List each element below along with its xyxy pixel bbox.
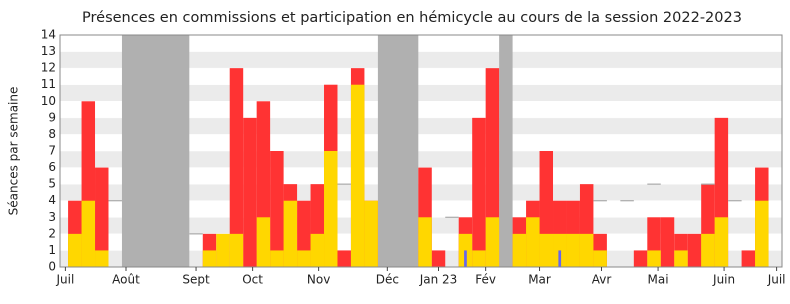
bar [566, 233, 580, 267]
x-tick-label: Jan 23 [419, 273, 458, 287]
y-tick-label: 13 [41, 44, 56, 58]
bar [418, 217, 432, 267]
bar [283, 200, 298, 267]
bar [647, 250, 661, 267]
x-tick-label: Août [112, 273, 140, 287]
bar [297, 250, 311, 267]
recess-period [121, 35, 190, 267]
plot-frame [59, 34, 783, 268]
bar [539, 233, 554, 267]
x-tick-label: Fév [475, 273, 496, 287]
bar [350, 84, 365, 267]
x-tick-label: Mar [528, 273, 551, 287]
bar [674, 250, 688, 267]
y-tick-label: 6 [48, 160, 56, 174]
y-tick-label: 4 [48, 193, 56, 207]
bar [633, 250, 648, 267]
x-tick-label: Mai [648, 273, 669, 287]
x-tick-label: Avr [592, 273, 612, 287]
bar [216, 233, 230, 267]
bar [229, 233, 244, 267]
y-axis-label: Séances par semaine [7, 87, 21, 216]
bar [243, 117, 257, 267]
recess-period [377, 35, 419, 267]
bar [68, 233, 82, 267]
bar [485, 217, 500, 267]
bar [364, 200, 378, 267]
bar [324, 151, 338, 267]
y-tick-label: 3 [48, 210, 56, 224]
bar [472, 250, 486, 267]
y-tick-label: 0 [48, 260, 56, 274]
bar [593, 250, 607, 267]
y-tick-label: 10 [41, 94, 56, 108]
y-tick-label: 9 [48, 110, 56, 124]
bar [464, 250, 467, 267]
x-tick-label: Juil [55, 273, 74, 287]
y-tick-label: 11 [41, 77, 56, 91]
y-tick-label: 5 [48, 177, 56, 191]
bar [714, 217, 729, 267]
bar [202, 250, 217, 267]
bar [95, 250, 109, 267]
bar [337, 250, 351, 267]
bar [256, 217, 271, 267]
bar [512, 233, 527, 267]
bar [558, 250, 562, 267]
bar [270, 250, 284, 267]
x-tick-label: Juin [712, 273, 735, 287]
x-tick-label: Juil [767, 273, 786, 287]
bar [270, 151, 284, 267]
bar [81, 200, 96, 267]
x-tick-label: Oct [242, 273, 263, 287]
bar [95, 167, 109, 267]
bar [431, 250, 446, 267]
bar [660, 217, 675, 267]
chart-title: Présences en commissions et participatio… [82, 10, 742, 26]
bar [701, 233, 715, 267]
bar [310, 233, 325, 267]
y-tick-label: 2 [48, 226, 56, 240]
y-tick-label: 14 [41, 28, 56, 42]
bar [687, 233, 702, 267]
bar [526, 217, 540, 267]
bar [755, 200, 769, 267]
y-tick-label: 7 [48, 144, 56, 158]
x-tick-label: Nov [307, 273, 330, 287]
x-tick-label: Déc [376, 273, 399, 287]
y-tick-label: 8 [48, 127, 56, 141]
recess-period [499, 35, 513, 267]
bar [579, 233, 594, 267]
bar [741, 250, 756, 267]
y-tick-label: 1 [48, 243, 56, 257]
bar [472, 117, 486, 267]
bar [229, 68, 244, 268]
x-tick-label: Sept [182, 273, 210, 287]
stripe [60, 51, 782, 69]
y-tick-label: 12 [41, 61, 56, 75]
